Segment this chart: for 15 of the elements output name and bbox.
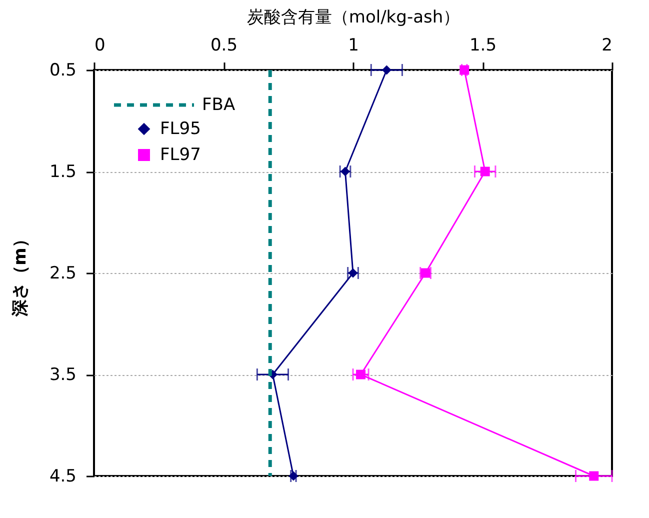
y-axis-title: 深さ（m） (10, 230, 30, 318)
legend-label: FL95 (160, 119, 201, 139)
y-tick-label: 3.5 (49, 365, 76, 385)
x-tick-label: 1.5 (469, 36, 497, 56)
y-tick-label: 4.5 (49, 466, 76, 486)
y-tick-label: 1.5 (49, 162, 76, 182)
x-tick-label: 1 (348, 36, 359, 56)
x-axis-title: 炭酸含有量（mol/kg-ash） (246, 8, 460, 28)
y-tick-label: 0.5 (49, 60, 76, 80)
x-tick-label: 0.5 (210, 36, 238, 56)
legend-label: FL97 (160, 145, 201, 165)
ref-line-label: FBA (202, 95, 236, 115)
x-tick-label: 2 (602, 36, 612, 56)
x-tick-label: 0 (94, 36, 106, 56)
y-tick-label: 2.5 (49, 264, 76, 284)
